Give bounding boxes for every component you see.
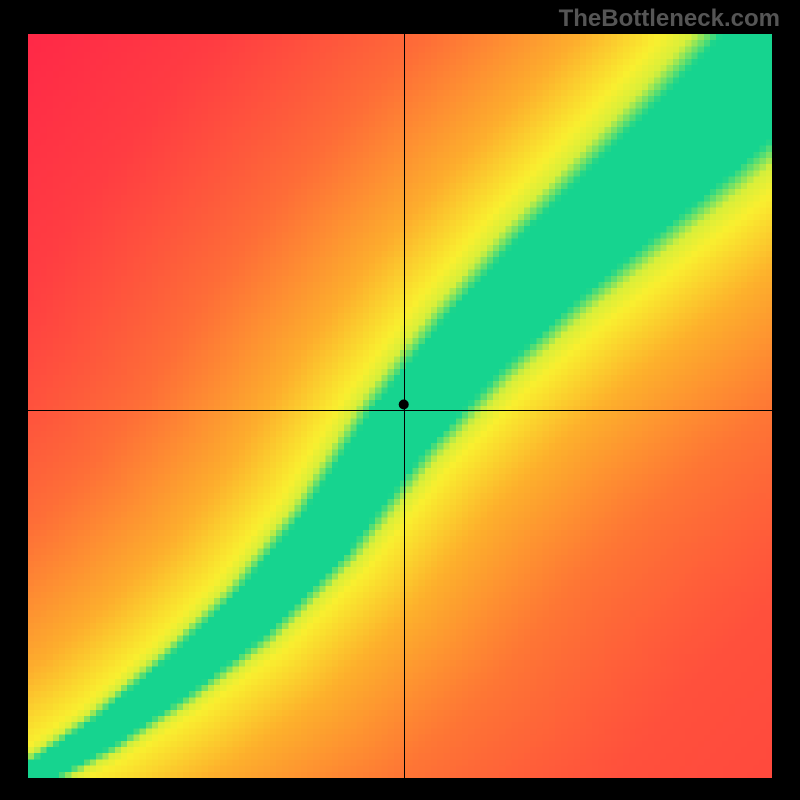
chart-frame [28, 34, 772, 778]
watermark-text: TheBottleneck.com [559, 5, 780, 33]
chart-overlay [28, 34, 772, 778]
watermark-label: TheBottleneck.com [559, 5, 780, 32]
